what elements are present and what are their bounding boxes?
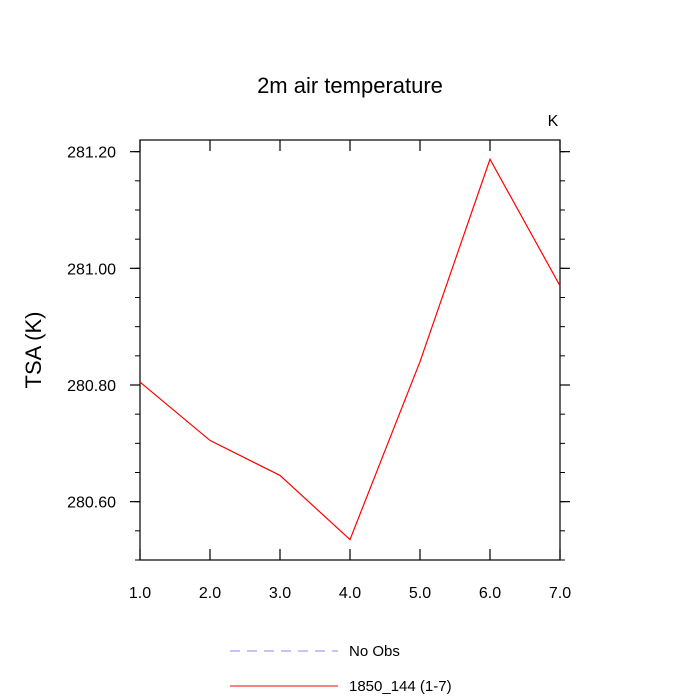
axis-tick-labels: 1.0 2.0 3.0 4.0 5.0 6.0 7.0 280.60 280.80 281.00 2…: [67, 145, 571, 602]
chart-title: 2m air temperature: [257, 73, 443, 98]
y-tick-label: 280.80: [67, 378, 116, 395]
series-layer: [139, 157, 561, 541]
plot-frame: [139, 139, 561, 561]
y-tick-label: 281.20: [67, 145, 116, 162]
legend-label: 1850_144 (1-7): [349, 678, 452, 695]
x-tick-label: 2.0: [199, 585, 221, 602]
axis-ticks: [130, 140, 570, 561]
y-tick-label: 280.60: [67, 495, 116, 512]
x-tick-label: 7.0: [549, 585, 571, 602]
units-label: K: [548, 113, 559, 130]
y-tick-label: 281.00: [67, 261, 116, 278]
x-tick-label: 6.0: [479, 585, 501, 602]
series-line: [139, 157, 561, 541]
legend: No Obs 1850_144 (1-7): [230, 643, 452, 695]
x-tick-label: 4.0: [339, 585, 361, 602]
y-axis-label: TSA (K): [21, 311, 46, 388]
x-tick-label: 3.0: [269, 585, 291, 602]
legend-label: No Obs: [349, 643, 400, 660]
x-tick-label: 5.0: [409, 585, 431, 602]
x-tick-label: 1.0: [129, 585, 151, 602]
